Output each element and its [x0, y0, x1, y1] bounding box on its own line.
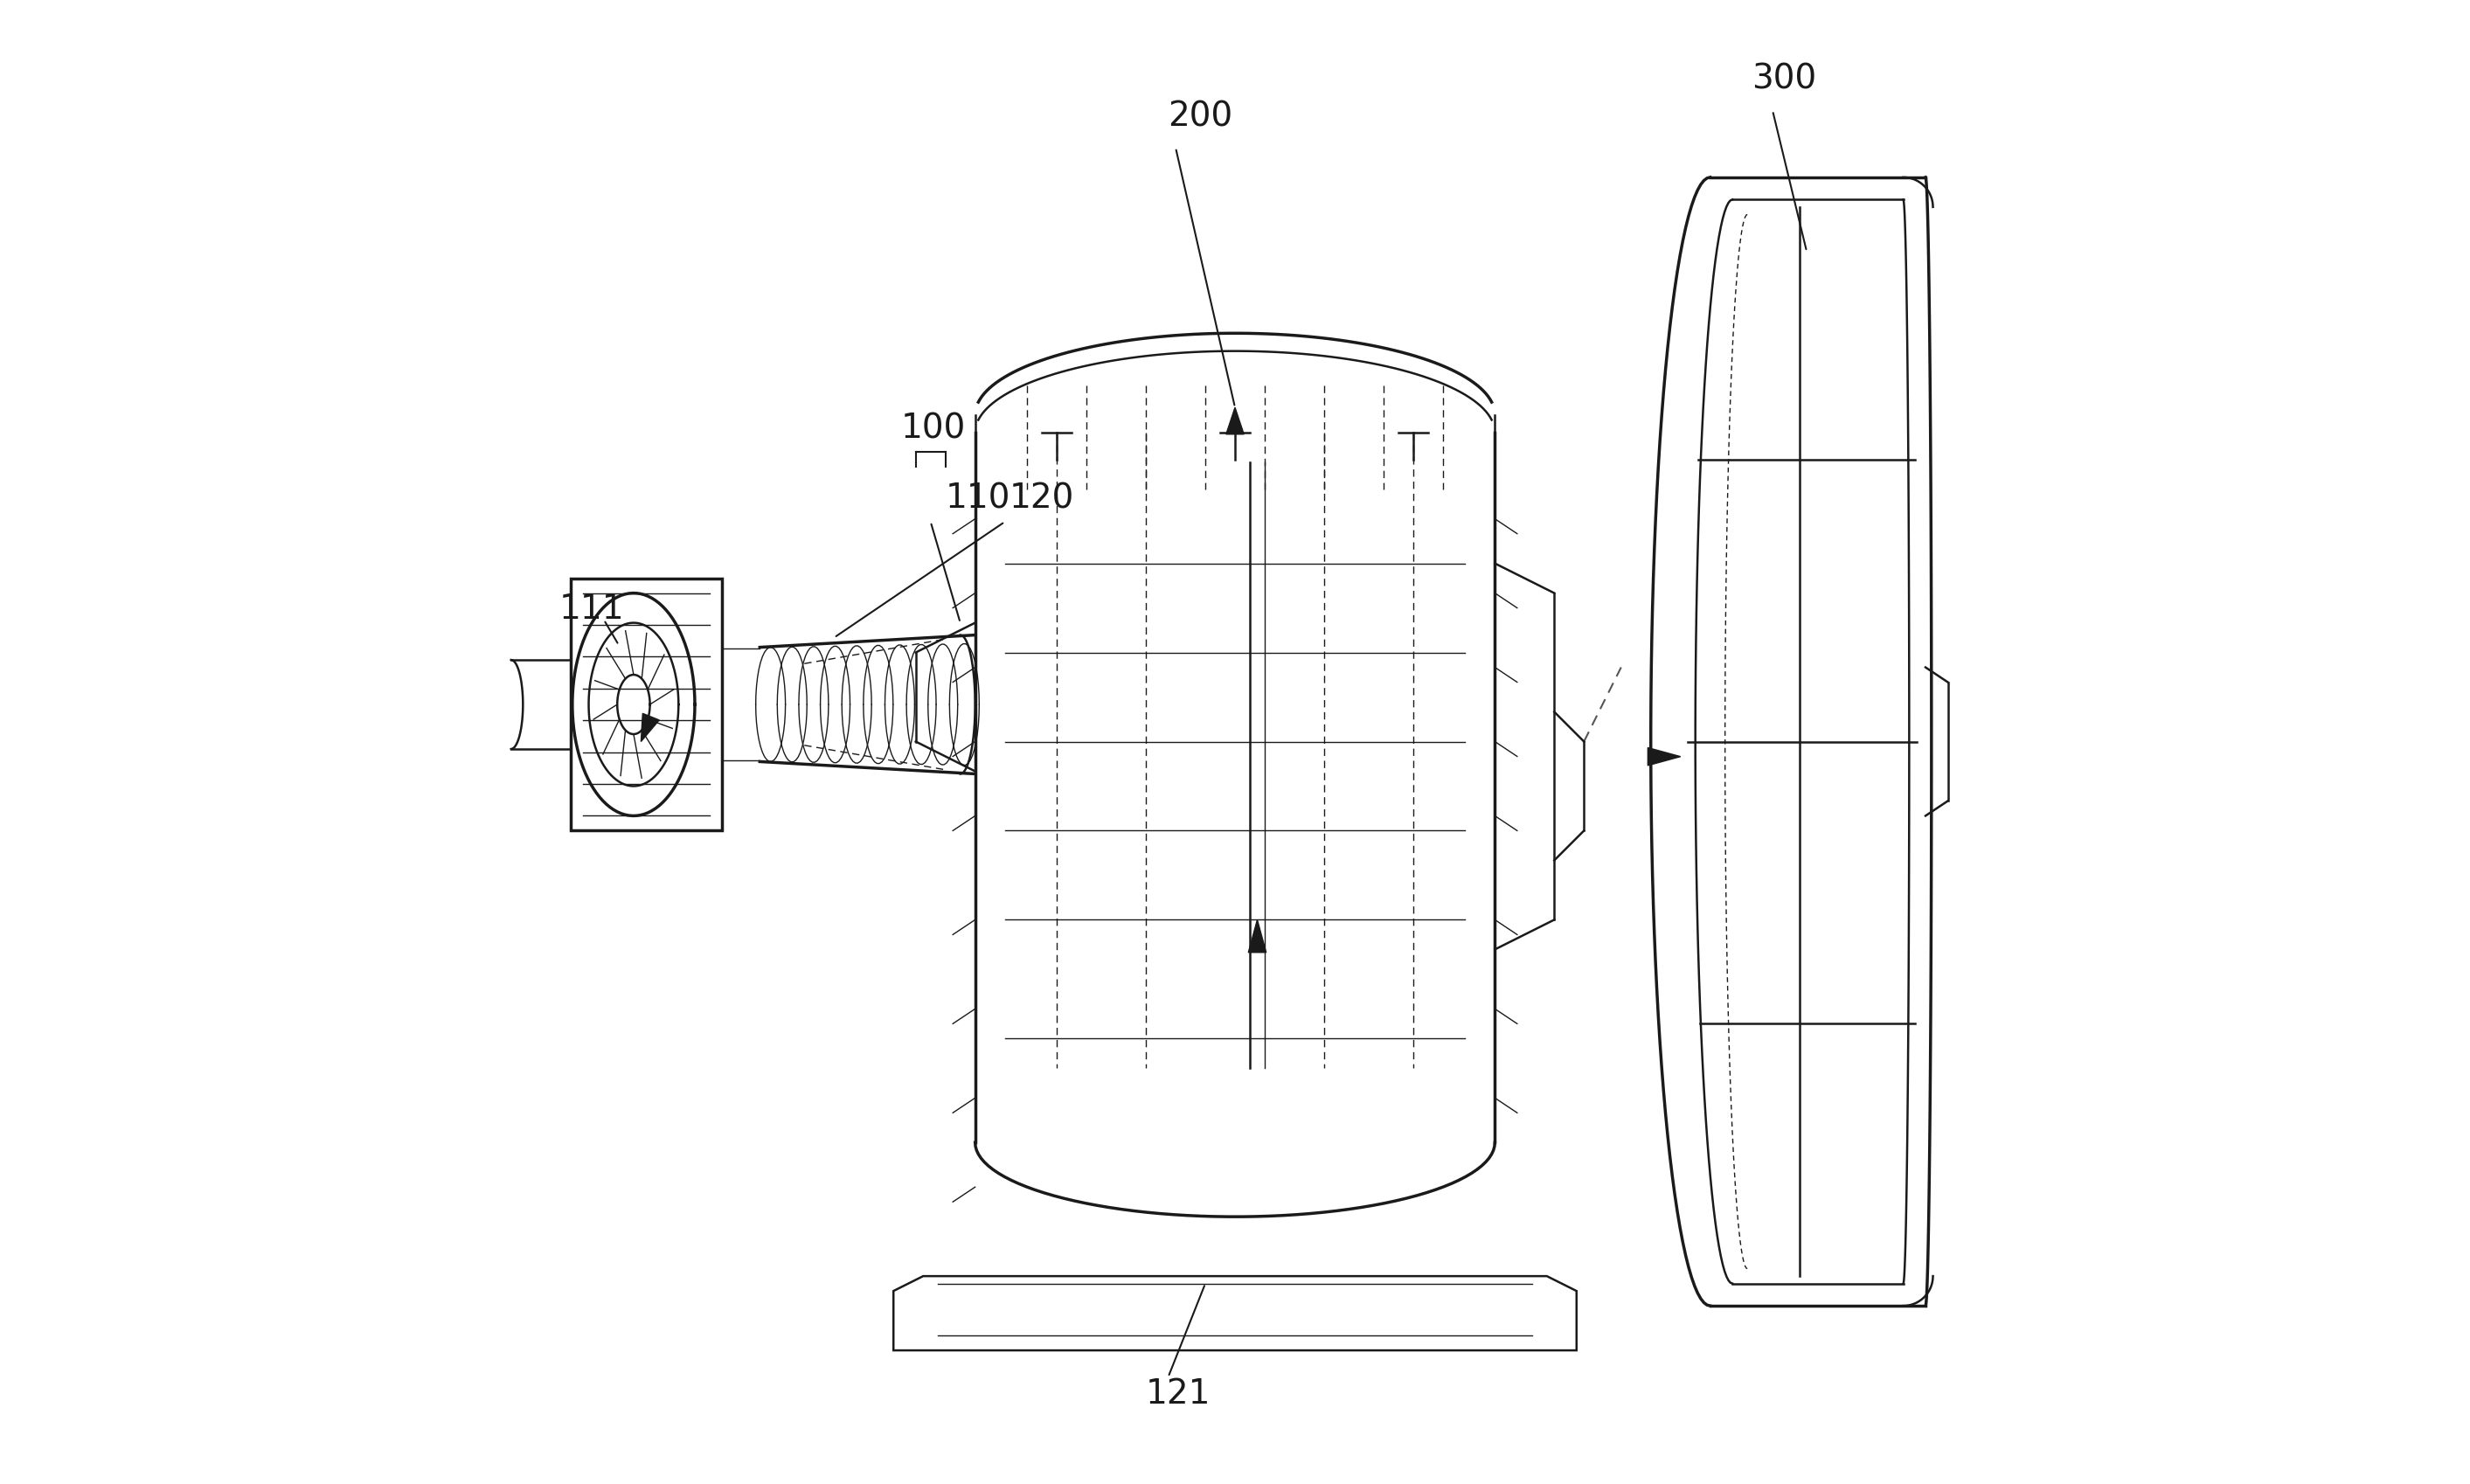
Text: 120: 120: [1010, 481, 1074, 515]
Text: 121: 121: [1146, 1376, 1210, 1410]
Text: 110: 110: [946, 481, 1010, 515]
Polygon shape: [1647, 748, 1680, 766]
Text: 100: 100: [902, 411, 966, 445]
Text: 300: 300: [1751, 62, 1815, 96]
Polygon shape: [1247, 920, 1267, 953]
Text: 111: 111: [558, 592, 625, 626]
Polygon shape: [1225, 408, 1245, 435]
Polygon shape: [642, 714, 659, 742]
Text: 200: 200: [1168, 99, 1233, 134]
